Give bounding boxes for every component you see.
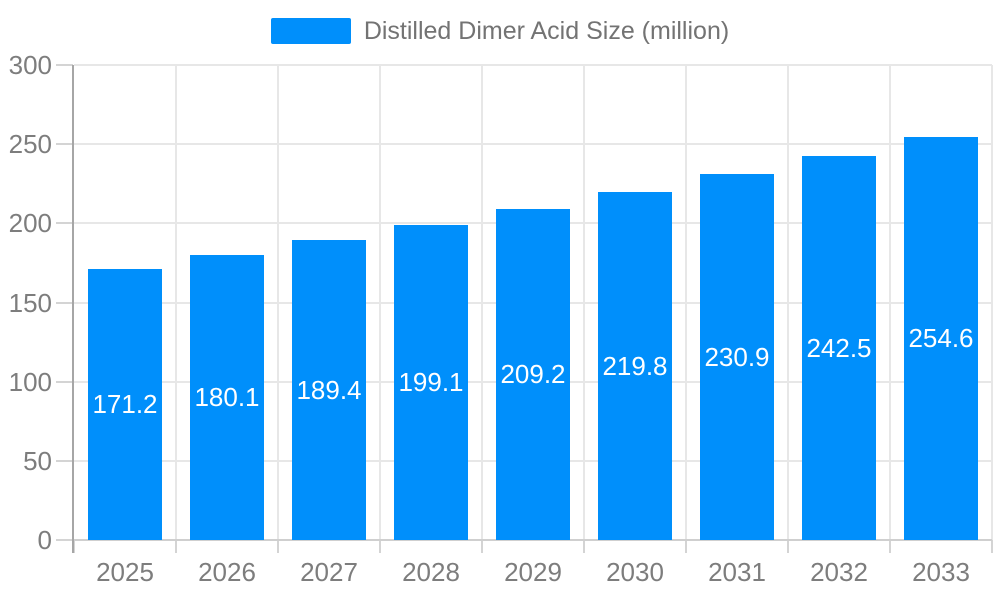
x-axis-label: 2033 — [912, 557, 970, 587]
x-axis-tick — [73, 540, 75, 553]
bar[interactable] — [292, 240, 366, 540]
x-axis-tick — [787, 540, 789, 553]
gridline-vertical — [379, 65, 381, 540]
x-axis-tick — [175, 540, 177, 553]
x-axis-label: 2026 — [198, 557, 256, 587]
bar[interactable] — [88, 268, 162, 540]
bar[interactable] — [802, 156, 876, 540]
gridline-vertical — [277, 65, 279, 540]
x-axis-label: 2032 — [810, 557, 868, 587]
bar[interactable] — [904, 136, 978, 540]
y-axis-label: 100 — [8, 366, 52, 397]
gridline-vertical — [685, 65, 687, 540]
y-axis-tick — [56, 64, 73, 66]
x-axis-label: 2029 — [504, 557, 562, 587]
y-axis-label: 150 — [8, 287, 52, 318]
x-axis-line — [72, 539, 992, 541]
legend: Distilled Dimer Acid Size (million) — [0, 17, 1000, 45]
y-axis-label: 200 — [8, 208, 52, 239]
y-axis-label: 0 — [37, 525, 52, 555]
x-axis-tick — [379, 540, 381, 553]
x-axis-tick — [889, 540, 891, 553]
gridline-vertical — [889, 65, 891, 540]
y-axis-tick — [56, 301, 73, 304]
gridline-vertical — [175, 65, 177, 540]
y-axis-label: 250 — [8, 129, 52, 160]
x-axis-tick — [991, 540, 993, 553]
y-axis-tick — [56, 539, 73, 541]
x-axis-label: 2027 — [300, 557, 358, 587]
y-axis-tick — [56, 143, 73, 146]
gridline-vertical — [481, 65, 483, 540]
x-axis-label: 2025 — [96, 557, 154, 587]
bar[interactable] — [496, 208, 570, 540]
y-axis-tick — [56, 222, 73, 225]
x-axis-label: 2028 — [402, 557, 460, 587]
legend-item[interactable]: Distilled Dimer Acid Size (million) — [270, 17, 730, 45]
bar[interactable] — [190, 254, 264, 540]
legend-label: Distilled Dimer Acid Size (million) — [363, 17, 730, 45]
gridline-horizontal — [74, 143, 992, 146]
gridline-horizontal — [74, 64, 992, 66]
x-axis-label: 2031 — [708, 557, 766, 587]
x-axis-tick — [685, 540, 687, 553]
x-axis-label: 2030 — [606, 557, 664, 587]
bar[interactable] — [598, 191, 672, 540]
gridline-vertical — [787, 65, 789, 540]
bar[interactable] — [700, 174, 774, 540]
x-axis-tick — [277, 540, 279, 553]
y-axis-tick — [56, 459, 73, 462]
bar[interactable] — [394, 224, 468, 540]
y-axis-label: 300 — [8, 50, 52, 80]
x-axis-tick — [481, 540, 483, 553]
y-axis-tick — [56, 380, 73, 383]
gridline-vertical — [991, 65, 993, 540]
legend-swatch — [270, 18, 351, 44]
y-axis-line — [72, 65, 74, 553]
x-axis-tick — [583, 540, 585, 553]
y-axis-label: 50 — [23, 445, 52, 476]
gridline-vertical — [583, 65, 585, 540]
